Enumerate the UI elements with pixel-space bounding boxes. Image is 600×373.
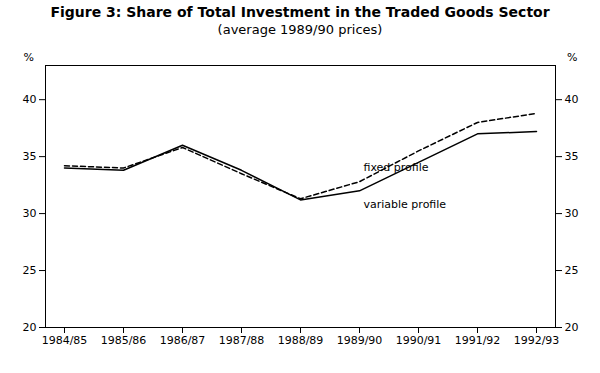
html-text:(average 1989/90 prices): (average 1989/90 prices) <box>217 22 383 37</box>
svg-text:1989/90: 1989/90 <box>337 334 383 347</box>
svg-text:40: 40 <box>23 93 37 106</box>
svg-text:1985/86: 1985/86 <box>101 334 147 347</box>
svg-text:20: 20 <box>23 321 37 334</box>
svg-text:1984/85: 1984/85 <box>42 334 88 347</box>
svg-text:variable profile: variable profile <box>364 198 447 211</box>
html-text:Figure 3: Share of Total Inves: Figure 3: Share of Total Investment in t… <box>50 4 550 20</box>
svg-text:1992/93: 1992/93 <box>514 334 560 347</box>
svg-text:%: % <box>567 51 577 64</box>
svg-text:%: % <box>24 51 34 64</box>
svg-text:1987/88: 1987/88 <box>219 334 265 347</box>
svg-text:30: 30 <box>565 207 579 220</box>
svg-text:30: 30 <box>23 207 37 220</box>
svg-text:20: 20 <box>565 321 579 334</box>
svg-text:25: 25 <box>565 264 579 277</box>
svg-text:1990/91: 1990/91 <box>396 334 442 347</box>
svg-text:40: 40 <box>565 93 579 106</box>
svg-text:35: 35 <box>565 150 579 163</box>
svg-text:25: 25 <box>23 264 37 277</box>
svg-text:1991/92: 1991/92 <box>455 334 501 347</box>
svg-text:1988/89: 1988/89 <box>278 334 324 347</box>
svg-text:fixed profile: fixed profile <box>364 161 429 174</box>
svg-text:1986/87: 1986/87 <box>160 334 206 347</box>
svg-text:35: 35 <box>23 150 37 163</box>
